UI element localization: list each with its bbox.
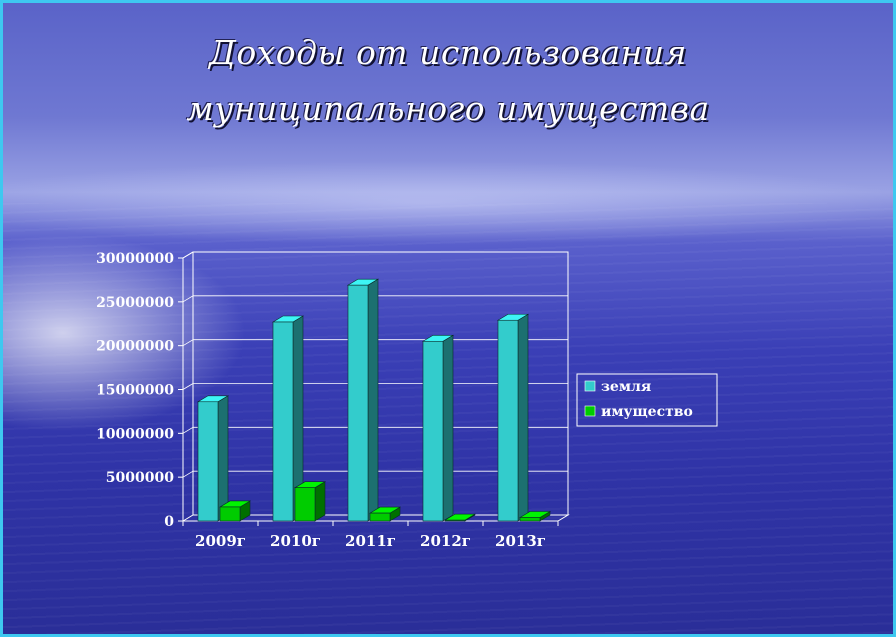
chart-legend: земля имущество [576,373,718,427]
gridline-side [182,383,194,390]
y-tick-label: 30000000 [96,251,174,267]
bar-imushchestvo [368,506,402,522]
bar-imushchestvo [218,500,252,522]
x-category-label: 2011г [345,532,396,550]
y-tick-label: 0 [164,514,174,530]
gridline-side [182,339,194,347]
legend-label-imushchestvo: имущество [601,404,693,420]
legend-swatch-zemlya [584,380,596,392]
slide-title-line-2: муниципального имущества [186,89,710,128]
chart-bars [196,278,552,522]
legend-label-zemlya: земля [601,379,651,395]
slide-title-line-1: Доходы от использования [208,33,688,72]
legend-box [576,373,718,427]
bar-zemlya [496,313,530,522]
bar-imushchestvo [293,481,327,522]
legend-swatch-imushchestvo [584,405,596,417]
bar-zemlya [421,334,455,522]
bar-zemlya [346,278,380,522]
bar-chart: 0 5000000 10000000 15000000 20000000 25000000… [96,251,718,550]
gridline-side [182,426,194,434]
y-tick-label: 20000000 [96,339,174,355]
y-tick-label: 15000000 [96,383,174,399]
y-tick-label: 5000000 [106,470,174,486]
y-tick-label: 25000000 [96,295,174,311]
bar-zemlya [271,315,305,522]
chart-labels: 0 5000000 10000000 15000000 20000000 25000000… [96,251,546,550]
x-category-label: 2010г [270,532,321,550]
gridline-side [182,295,194,303]
x-category-label: 2012г [420,532,471,550]
gridline-side [182,470,194,478]
bar-imushchestvo [518,510,552,522]
bar-imushchestvo [443,513,477,522]
y-tick-label: 10000000 [96,426,174,442]
bar-zemlya [196,395,230,522]
y-axis-top-edge [182,251,194,259]
x-category-label: 2009г [195,532,246,550]
x-category-label: 2013г [495,532,546,550]
